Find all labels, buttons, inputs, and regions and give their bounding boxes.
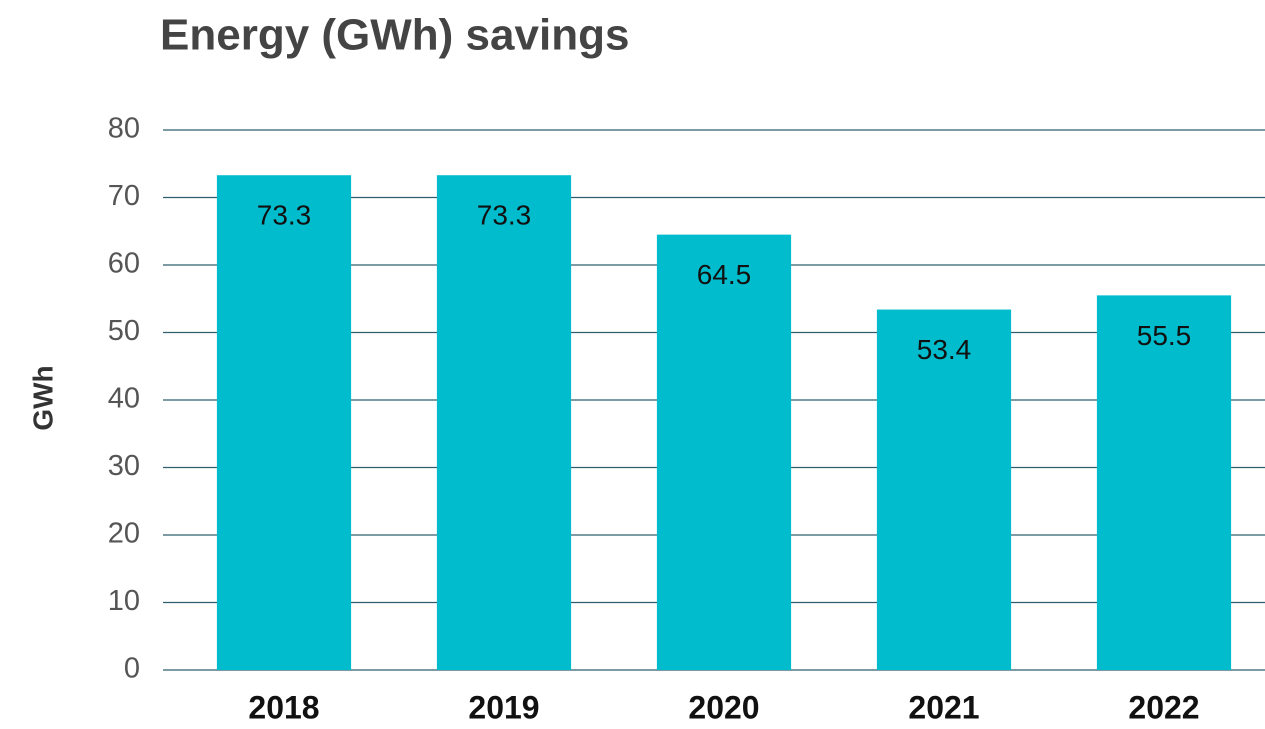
y-tick-label: 40	[108, 383, 140, 415]
bar	[656, 234, 792, 670]
x-tick-label: 2018	[248, 689, 319, 725]
data-label: 73.3	[477, 200, 532, 231]
y-tick-label: 20	[108, 518, 140, 550]
y-axis-label: GWh	[27, 365, 58, 430]
chart-title: Energy (GWh) savings	[160, 11, 629, 60]
data-label: 73.3	[257, 200, 312, 231]
x-tick-label: 2022	[1128, 689, 1199, 725]
bar	[876, 309, 1012, 670]
x-tick-label: 2019	[468, 689, 539, 725]
bar	[216, 175, 352, 670]
y-tick-label: 80	[108, 113, 140, 145]
y-tick-label: 50	[108, 315, 140, 347]
x-tick-label: 2020	[688, 689, 759, 725]
data-label: 64.5	[697, 259, 752, 290]
y-tick-label: 10	[108, 585, 140, 617]
x-tick-label: 2021	[908, 689, 979, 725]
y-tick-label: 70	[108, 180, 140, 212]
data-label: 53.4	[917, 334, 972, 365]
bar	[436, 175, 572, 670]
data-label: 55.5	[1137, 320, 1192, 351]
y-tick-label: 0	[124, 653, 140, 685]
bar	[1096, 295, 1232, 670]
y-tick-label: 60	[108, 248, 140, 280]
y-tick-label: 30	[108, 450, 140, 482]
